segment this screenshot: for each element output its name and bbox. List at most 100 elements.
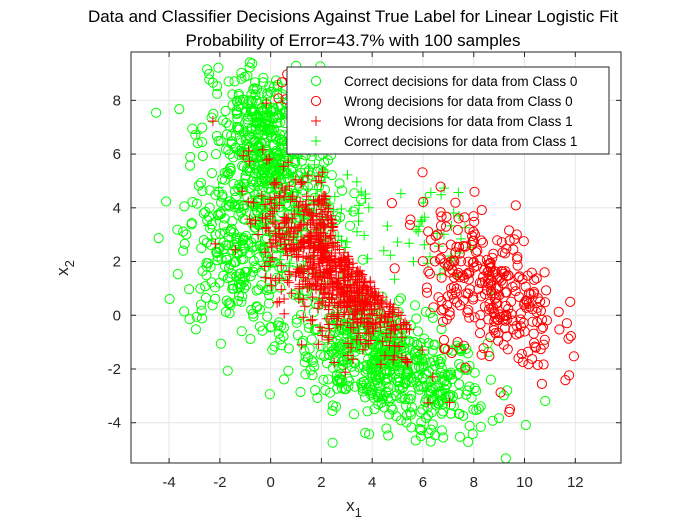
data-point — [429, 242, 440, 253]
data-point — [260, 247, 271, 258]
data-point — [244, 156, 255, 167]
data-point — [414, 355, 425, 366]
data-point — [248, 197, 259, 208]
data-point — [447, 345, 458, 356]
data-point — [242, 102, 253, 112]
data-point — [459, 272, 470, 284]
data-point — [270, 235, 281, 246]
data-point — [413, 226, 424, 237]
data-point — [414, 221, 425, 232]
data-point — [197, 122, 208, 133]
data-point — [492, 272, 503, 283]
data-point — [307, 314, 318, 325]
data-point — [354, 343, 365, 355]
data-point — [524, 301, 535, 312]
data-point — [243, 111, 254, 122]
data-point — [473, 403, 484, 414]
data-point — [415, 407, 426, 418]
data-point — [262, 109, 273, 120]
data-point — [232, 107, 243, 118]
data-point — [479, 301, 490, 312]
data-point — [174, 104, 185, 115]
data-point — [282, 275, 293, 286]
data-point — [494, 309, 505, 320]
data-point — [360, 427, 371, 438]
data-point — [348, 409, 360, 420]
data-point — [164, 293, 175, 305]
data-point — [264, 81, 275, 92]
data-point — [207, 300, 218, 311]
data-point — [240, 173, 251, 184]
data-point — [290, 174, 301, 185]
data-point — [367, 308, 378, 319]
data-point — [326, 311, 337, 322]
data-point — [348, 297, 359, 308]
data-point — [330, 261, 341, 272]
data-point — [417, 404, 428, 415]
data-point — [453, 213, 464, 224]
data-point — [444, 306, 455, 318]
data-point — [197, 265, 208, 277]
data-point — [314, 174, 325, 185]
data-point — [337, 185, 348, 196]
data-point — [270, 219, 281, 229]
data-point — [232, 283, 243, 294]
data-point — [423, 388, 435, 399]
data-point — [226, 268, 237, 279]
data-point — [355, 265, 366, 276]
data-point — [362, 406, 373, 417]
data-point — [253, 229, 264, 240]
data-point — [323, 300, 334, 311]
data-point — [353, 267, 364, 278]
data-point — [504, 406, 515, 417]
data-point — [191, 128, 202, 139]
data-point — [276, 207, 287, 218]
data-point — [425, 386, 437, 397]
data-point — [511, 229, 522, 240]
data-point — [438, 399, 449, 410]
data-point — [435, 181, 446, 192]
data-point — [417, 167, 428, 178]
data-point — [270, 275, 281, 286]
data-point — [512, 260, 523, 271]
data-point — [511, 329, 522, 340]
data-point — [523, 346, 534, 357]
data-point — [350, 274, 361, 285]
data-point — [226, 130, 237, 141]
data-point — [400, 354, 411, 365]
x-tick-label: -4 — [162, 474, 175, 491]
data-point — [568, 351, 580, 362]
data-point — [334, 244, 345, 255]
data-point — [423, 266, 434, 277]
data-point — [435, 389, 446, 400]
data-point — [333, 273, 344, 284]
data-point — [565, 331, 577, 342]
data-point — [256, 138, 267, 149]
data-point — [311, 208, 322, 219]
data-point — [427, 312, 439, 323]
data-point — [295, 179, 306, 190]
data-point — [409, 300, 421, 311]
data-point — [224, 308, 235, 319]
data-point — [448, 208, 459, 219]
data-point — [303, 184, 314, 195]
data-point — [469, 229, 480, 240]
data-point — [382, 393, 393, 404]
data-point — [221, 129, 233, 140]
data-point — [303, 163, 314, 174]
data-point — [319, 351, 330, 362]
data-point — [178, 226, 189, 237]
data-point — [501, 243, 512, 254]
data-point — [541, 285, 552, 296]
data-point — [358, 304, 369, 315]
data-point — [349, 357, 360, 368]
data-point — [516, 348, 527, 360]
data-point — [469, 186, 480, 197]
data-point — [469, 367, 480, 378]
data-point — [419, 239, 430, 250]
legend-entry: Correct decisions for data from Class 0 — [310, 74, 577, 89]
data-point — [269, 162, 280, 173]
data-point — [454, 408, 465, 419]
data-point — [311, 324, 323, 335]
data-point — [362, 382, 373, 394]
